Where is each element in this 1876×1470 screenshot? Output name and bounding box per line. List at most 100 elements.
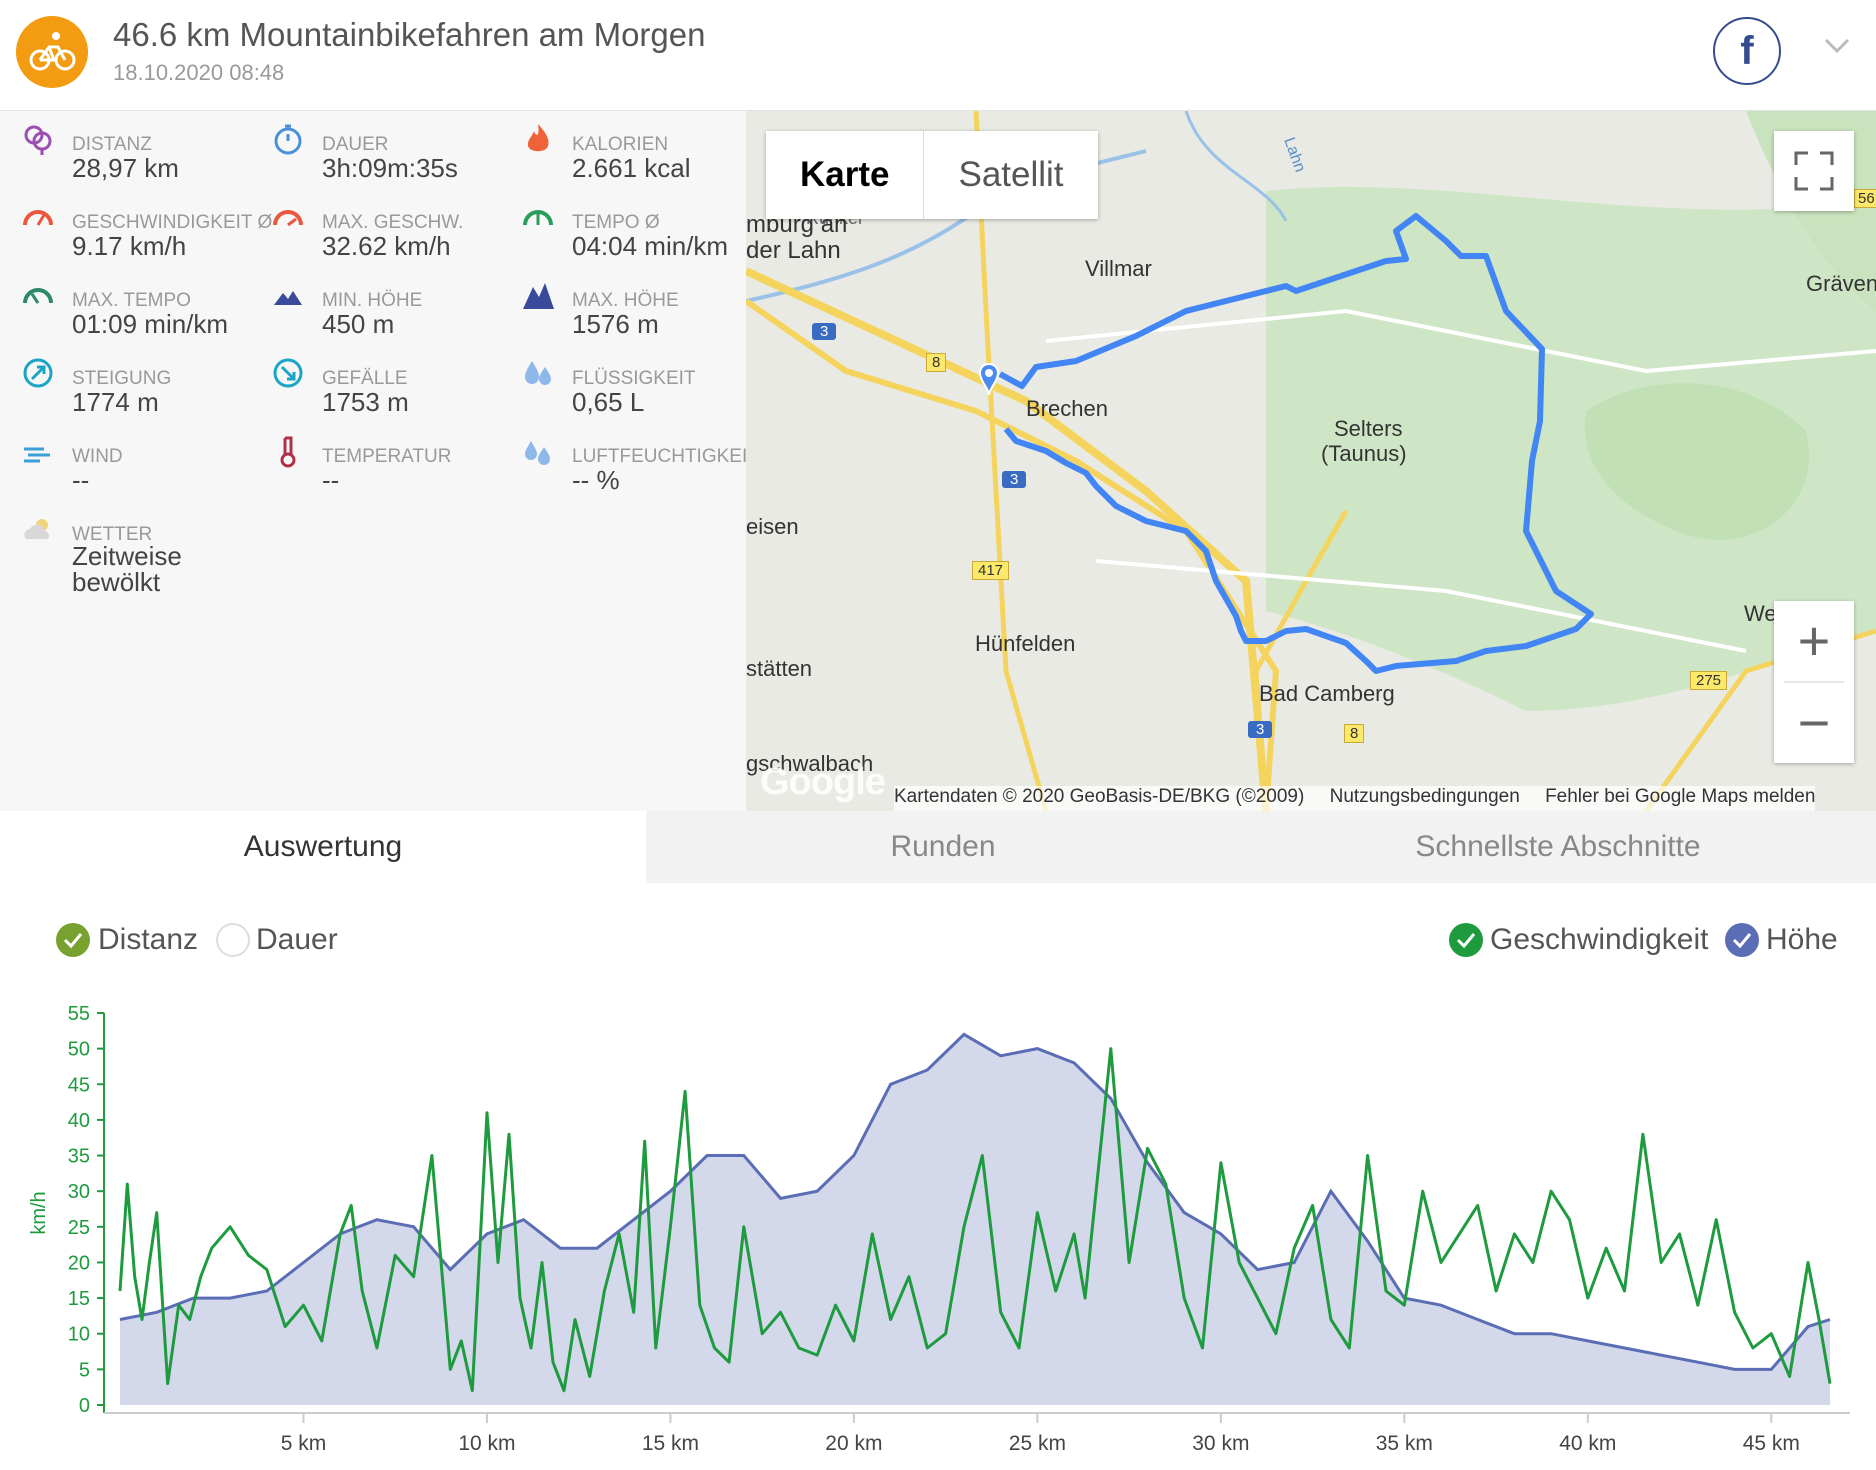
facebook-share-button[interactable]: f (1713, 17, 1781, 85)
stat-duration: Dauer 3h:09m:35s (250, 111, 500, 183)
x-tick-label: 35 km (1376, 1432, 1433, 1455)
water-drop-icon (525, 361, 551, 385)
google-logo: Google (760, 761, 886, 803)
y-tick-label: 25 (68, 1217, 90, 1239)
stat-label: Max. Geschw. (322, 212, 464, 233)
x-tick-label: 30 km (1192, 1432, 1249, 1455)
road-56: 56 (1854, 189, 1876, 208)
report-error-link[interactable]: Fehler bei Google Maps melden (1545, 786, 1816, 807)
distance-option-label[interactable]: Distanz (98, 923, 199, 956)
place-we: We (1744, 601, 1777, 626)
terms-link[interactable]: Nutzungsbedingungen (1329, 786, 1520, 807)
stat-label: Luftfeuchtigkeit (572, 446, 759, 467)
stat-label: Min. Höhe (322, 290, 423, 311)
check-icon (1732, 933, 1752, 949)
elevation-line (119, 1032, 1831, 1371)
y-tick-label: 15 (68, 1288, 90, 1310)
stat-min-altitude: Min. Höhe 450 m (250, 267, 500, 339)
stat-value: 1774 m (72, 387, 159, 417)
activity-date: 18.10.2020 08:48 (113, 60, 285, 85)
road-8-1: 8 (926, 353, 947, 372)
chevron-down-icon[interactable] (1822, 34, 1852, 58)
place-eisen: eisen (746, 514, 799, 539)
y-tick-label: 40 (68, 1110, 90, 1132)
elevation-series-label[interactable]: Höhe (1766, 923, 1838, 956)
duration-option-label[interactable]: Dauer (256, 923, 338, 956)
y-tick-label: 20 (68, 1252, 90, 1274)
tab-runden[interactable]: Runden (890, 830, 996, 863)
x-tick-label: 10 km (458, 1432, 515, 1455)
speed-elevation-chart: 0 5 10 15 20 25 30 35 40 45 50 55 5 km 10 km 15 km 20 … (28, 1003, 1850, 1455)
stat-value: -- % (572, 465, 620, 495)
stat-label: Geschwindigkeit Ø (72, 212, 273, 233)
place-limburg-2: der Lahn (746, 237, 841, 264)
stat-calories: Kalorien 2.661 kcal (500, 111, 750, 183)
x-tick-label: 15 km (642, 1432, 699, 1455)
fullscreen-button[interactable] (1774, 131, 1854, 211)
x-tick-label: 5 km (281, 1432, 327, 1455)
place-brechen: Brechen (1026, 396, 1108, 421)
facebook-icon: f (1740, 29, 1754, 73)
place-bad-camberg: Bad Camberg (1259, 681, 1395, 706)
zoom-in-button[interactable]: + (1797, 609, 1831, 672)
y-tick-label: 0 (79, 1395, 90, 1417)
tab-auswertung[interactable]: Auswertung (0, 811, 646, 883)
chart-panel: Distanz Dauer Geschwindigkeit Höhe 0 5 10 1… (0, 883, 1876, 1470)
stat-fluid: Flüssigkeit 0,65 L (500, 345, 750, 417)
check-icon (1456, 933, 1476, 949)
map-canvas (746, 111, 1876, 811)
stat-label: Max. Höhe (572, 290, 679, 311)
y-tick-label: 35 (68, 1146, 90, 1168)
distance-pin-icon (24, 125, 52, 155)
zoom-divider (1784, 681, 1844, 683)
stats-panel: Distanz 28,97 km Dauer 3h:09m:35s Kalori… (0, 111, 759, 811)
elevation-checkbox[interactable] (1725, 923, 1759, 957)
road-a3-3: 3 (1248, 721, 1273, 738)
stat-value: -- (322, 465, 340, 495)
stat-distance: Distanz 28,97 km (0, 111, 250, 183)
stat-temperature: Temperatur -- (250, 423, 500, 495)
distance-checkbox[interactable] (56, 923, 90, 957)
road-417: 417 (972, 561, 1010, 580)
map-data-credit: Kartendaten © 2020 GeoBasis-DE/BKG (©200… (894, 786, 1305, 807)
mountain-low-icon (274, 291, 302, 305)
humidity-icon (525, 441, 550, 465)
flame-icon (527, 124, 549, 152)
y-tick-label: 10 (68, 1324, 90, 1346)
road-a3-2: 3 (1002, 471, 1027, 488)
road-8-2: 8 (1344, 724, 1365, 743)
y-tick-labels: 0 5 10 15 20 25 30 35 40 45 50 55 (68, 1003, 104, 1417)
weather-cloud-sun-icon (24, 519, 50, 539)
speed-series-label[interactable]: Geschwindigkeit (1490, 923, 1709, 956)
place-staetten: stätten (746, 656, 813, 681)
stat-label: Gefälle (322, 368, 408, 389)
stat-value: 28,97 km (72, 153, 179, 183)
stat-value: 9.17 km/h (72, 231, 187, 261)
stat-weather: Wetter Zeitweise bewölkt (0, 501, 250, 601)
speed-checkbox[interactable] (1449, 923, 1483, 957)
speed-line (118, 1047, 1832, 1393)
zoom-out-button[interactable]: − (1797, 691, 1831, 754)
stat-wind: Wind -- (0, 423, 250, 495)
stat-avg-pace: Tempo Ø 04:04 min/km (500, 189, 750, 261)
stat-ascent: Steigung 1774 m (0, 345, 250, 417)
stat-avg-speed: Geschwindigkeit Ø 9.17 km/h (0, 189, 272, 261)
place-schwalbach: gschwalbach (746, 751, 874, 776)
stat-value: -- (72, 465, 90, 495)
duration-radio[interactable] (216, 923, 250, 957)
stat-descent: Gefälle 1753 m (250, 345, 500, 417)
tab-schnellste-abschnitte[interactable]: Schnellste Abschnitte (1415, 830, 1701, 863)
place-huenfelden: Hünfelden (975, 631, 1076, 656)
stat-label: Wind (72, 446, 123, 467)
ascent-icon (23, 358, 53, 388)
stat-value: 2.661 kcal (572, 153, 691, 183)
stat-max-pace: Max. Tempo 01:09 min/km (0, 267, 250, 339)
route-map[interactable]: Villmar Brechen Selters (Taunus) Hünfeld… (746, 111, 1876, 811)
activity-title: 46.6 km Mountainbikefahren am Morgen (113, 16, 706, 53)
map-type-map-button[interactable]: Karte (766, 131, 925, 219)
stat-label: Distanz (72, 134, 152, 155)
analysis-tabs: Auswertung Runden Schnellste Abschnitte (0, 811, 1876, 883)
stat-value: 0,65 L (572, 387, 645, 417)
stat-max-speed: Max. Geschw. 32.62 km/h (250, 189, 500, 261)
map-type-satellite-button[interactable]: Satellit (958, 155, 1064, 194)
